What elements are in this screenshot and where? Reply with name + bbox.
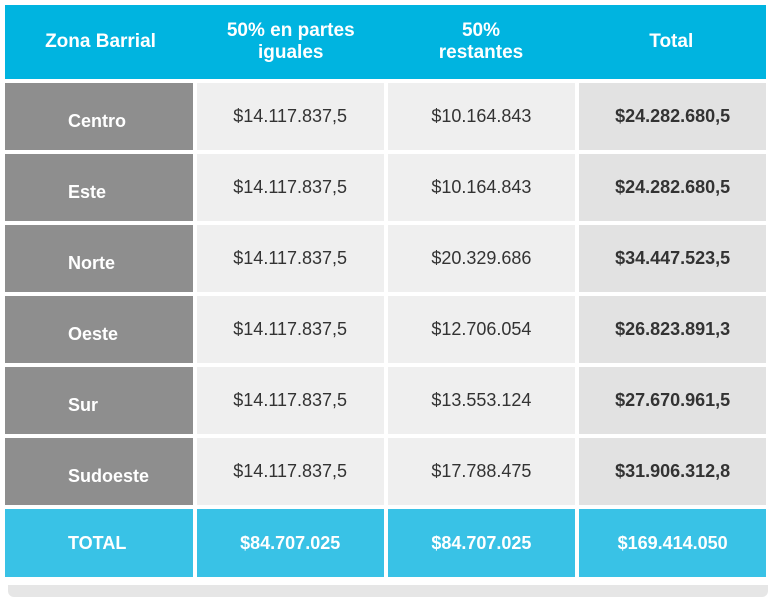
zone-cell: Norte xyxy=(5,225,193,292)
total-cell: $31.906.312,8 xyxy=(579,438,766,505)
remaining-share-cell: $13.553.124 xyxy=(387,367,576,434)
remaining-share-cell: $10.164.843 xyxy=(387,83,576,150)
table-row: Centro $14.117.837,5 $10.164.843 $24.282… xyxy=(5,83,766,154)
remaining-share-cell: $20.329.686 xyxy=(387,225,576,292)
table-totals-row: TOTAL $84.707.025 $84.707.025 $169.414.0… xyxy=(5,509,766,581)
header-partes-iguales: 50% en partes iguales xyxy=(196,5,386,79)
equal-share-cell: $14.117.837,5 xyxy=(196,296,384,363)
table-row: Oeste $14.117.837,5 $12.706.054 $26.823.… xyxy=(5,296,766,367)
table-row: Sur $14.117.837,5 $13.553.124 $27.670.96… xyxy=(5,367,766,438)
remaining-share-cell: $10.164.843 xyxy=(387,154,576,221)
zone-cell: Este xyxy=(5,154,193,221)
table-shadow xyxy=(8,585,768,597)
table-row: Norte $14.117.837,5 $20.329.686 $34.447.… xyxy=(5,225,766,296)
table-row: Este $14.117.837,5 $10.164.843 $24.282.6… xyxy=(5,154,766,225)
total-cell: $34.447.523,5 xyxy=(579,225,766,292)
header-total: Total xyxy=(576,5,766,79)
zone-cell: Sudoeste xyxy=(5,438,193,505)
zone-cell: Oeste xyxy=(5,296,193,363)
totals-label: TOTAL xyxy=(5,509,193,577)
equal-share-cell: $14.117.837,5 xyxy=(196,367,384,434)
totals-equal-share: $84.707.025 xyxy=(196,509,384,577)
header-zona-barrial: Zona Barrial xyxy=(5,5,196,79)
equal-share-cell: $14.117.837,5 xyxy=(196,225,384,292)
zone-cell: Centro xyxy=(5,83,193,150)
total-cell: $27.670.961,5 xyxy=(579,367,766,434)
total-cell: $24.282.680,5 xyxy=(579,83,766,150)
remaining-share-cell: $17.788.475 xyxy=(387,438,576,505)
totals-remaining-share: $84.707.025 xyxy=(387,509,576,577)
remaining-share-cell: $12.706.054 xyxy=(387,296,576,363)
equal-share-cell: $14.117.837,5 xyxy=(196,438,384,505)
header-restantes: 50% restantes xyxy=(385,5,577,79)
totals-grand-total: $169.414.050 xyxy=(579,509,766,577)
zone-cell: Sur xyxy=(5,367,193,434)
total-cell: $24.282.680,5 xyxy=(579,154,766,221)
total-cell: $26.823.891,3 xyxy=(579,296,766,363)
equal-share-cell: $14.117.837,5 xyxy=(196,154,384,221)
budget-table: Zona Barrial 50% en partes iguales 50% r… xyxy=(5,5,766,581)
table-row: Sudoeste $14.117.837,5 $17.788.475 $31.9… xyxy=(5,438,766,509)
equal-share-cell: $14.117.837,5 xyxy=(196,83,384,150)
table-header-row: Zona Barrial 50% en partes iguales 50% r… xyxy=(5,5,766,83)
